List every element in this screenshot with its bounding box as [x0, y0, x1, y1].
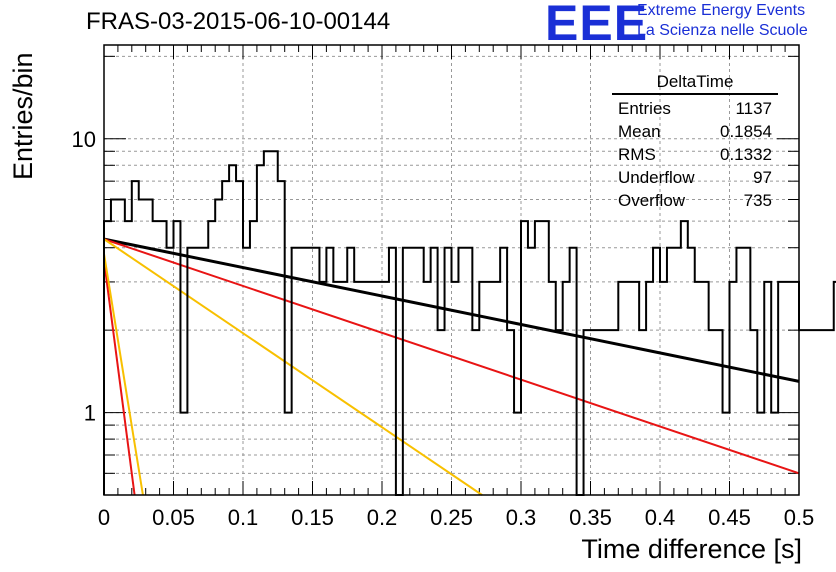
chart-title: FRAS-03-2015-06-10-00144 [86, 8, 391, 35]
y-tick-label: 10 [72, 127, 96, 152]
x-tick-label: 0.15 [291, 505, 334, 530]
stats-value: 97 [753, 168, 772, 187]
x-tick-label: 0.35 [569, 505, 612, 530]
fit-lines [103, 237, 800, 496]
y-tick-labels: 1 10 [72, 127, 96, 426]
stats-label: Entries [618, 99, 671, 118]
x-tick-label: 0.05 [152, 505, 195, 530]
stats-title: DeltaTime [612, 72, 778, 95]
fit-line [103, 237, 800, 383]
grid-lines [104, 45, 799, 495]
x-tick-label: 0.1 [228, 505, 259, 530]
stats-row: RMS 0.1332 [612, 143, 778, 166]
x-tick-labels: 0 0.05 0.1 0.15 0.2 0.25 0.3 0.35 0.4 0.45 0.5 [98, 505, 814, 530]
stats-value: 735 [743, 191, 772, 210]
fit-line [103, 253, 144, 496]
fit-line [103, 238, 483, 496]
stats-value: 0.1332 [720, 145, 772, 164]
fit-line [103, 238, 800, 475]
stats-label: RMS [618, 145, 656, 164]
stats-box: DeltaTime Entries 1137 Mean 0.1854 RMS 0.1332… [612, 72, 778, 212]
x-tick-label: 0.3 [506, 505, 537, 530]
x-axis-label: Time difference [s] [581, 534, 802, 564]
stats-row: Overflow 735 [612, 189, 778, 212]
x-tick-label: 0.5 [784, 505, 815, 530]
x-tick-label: 0.4 [645, 505, 676, 530]
fit-line [103, 260, 136, 496]
stats-row: Underflow 97 [612, 166, 778, 189]
eee-logo: EEE [545, 0, 649, 51]
logo-line-2: La Scienza nelle Scuole [637, 22, 808, 39]
y-tick-label: 1 [84, 401, 96, 426]
y-axis-label: Entries/bin [8, 52, 38, 180]
x-tick-label: 0.25 [430, 505, 473, 530]
plot-frame [103, 44, 800, 496]
stats-row: Entries 1137 [612, 97, 778, 120]
stats-value: 1137 [735, 99, 772, 118]
x-tick-label: 0.2 [367, 505, 398, 530]
x-tick-label: 0.45 [708, 505, 751, 530]
stats-label: Overflow [618, 191, 686, 210]
x-tick-label: 0 [98, 505, 110, 530]
stats-row: Mean 0.1854 [612, 120, 778, 143]
histogram-series [103, 150, 836, 496]
stats-value: 0.1854 [720, 122, 772, 141]
stats-label: Mean [618, 122, 661, 141]
logo-line-1: Extreme Energy Events [637, 2, 806, 19]
stats-label: Underflow [618, 168, 695, 187]
